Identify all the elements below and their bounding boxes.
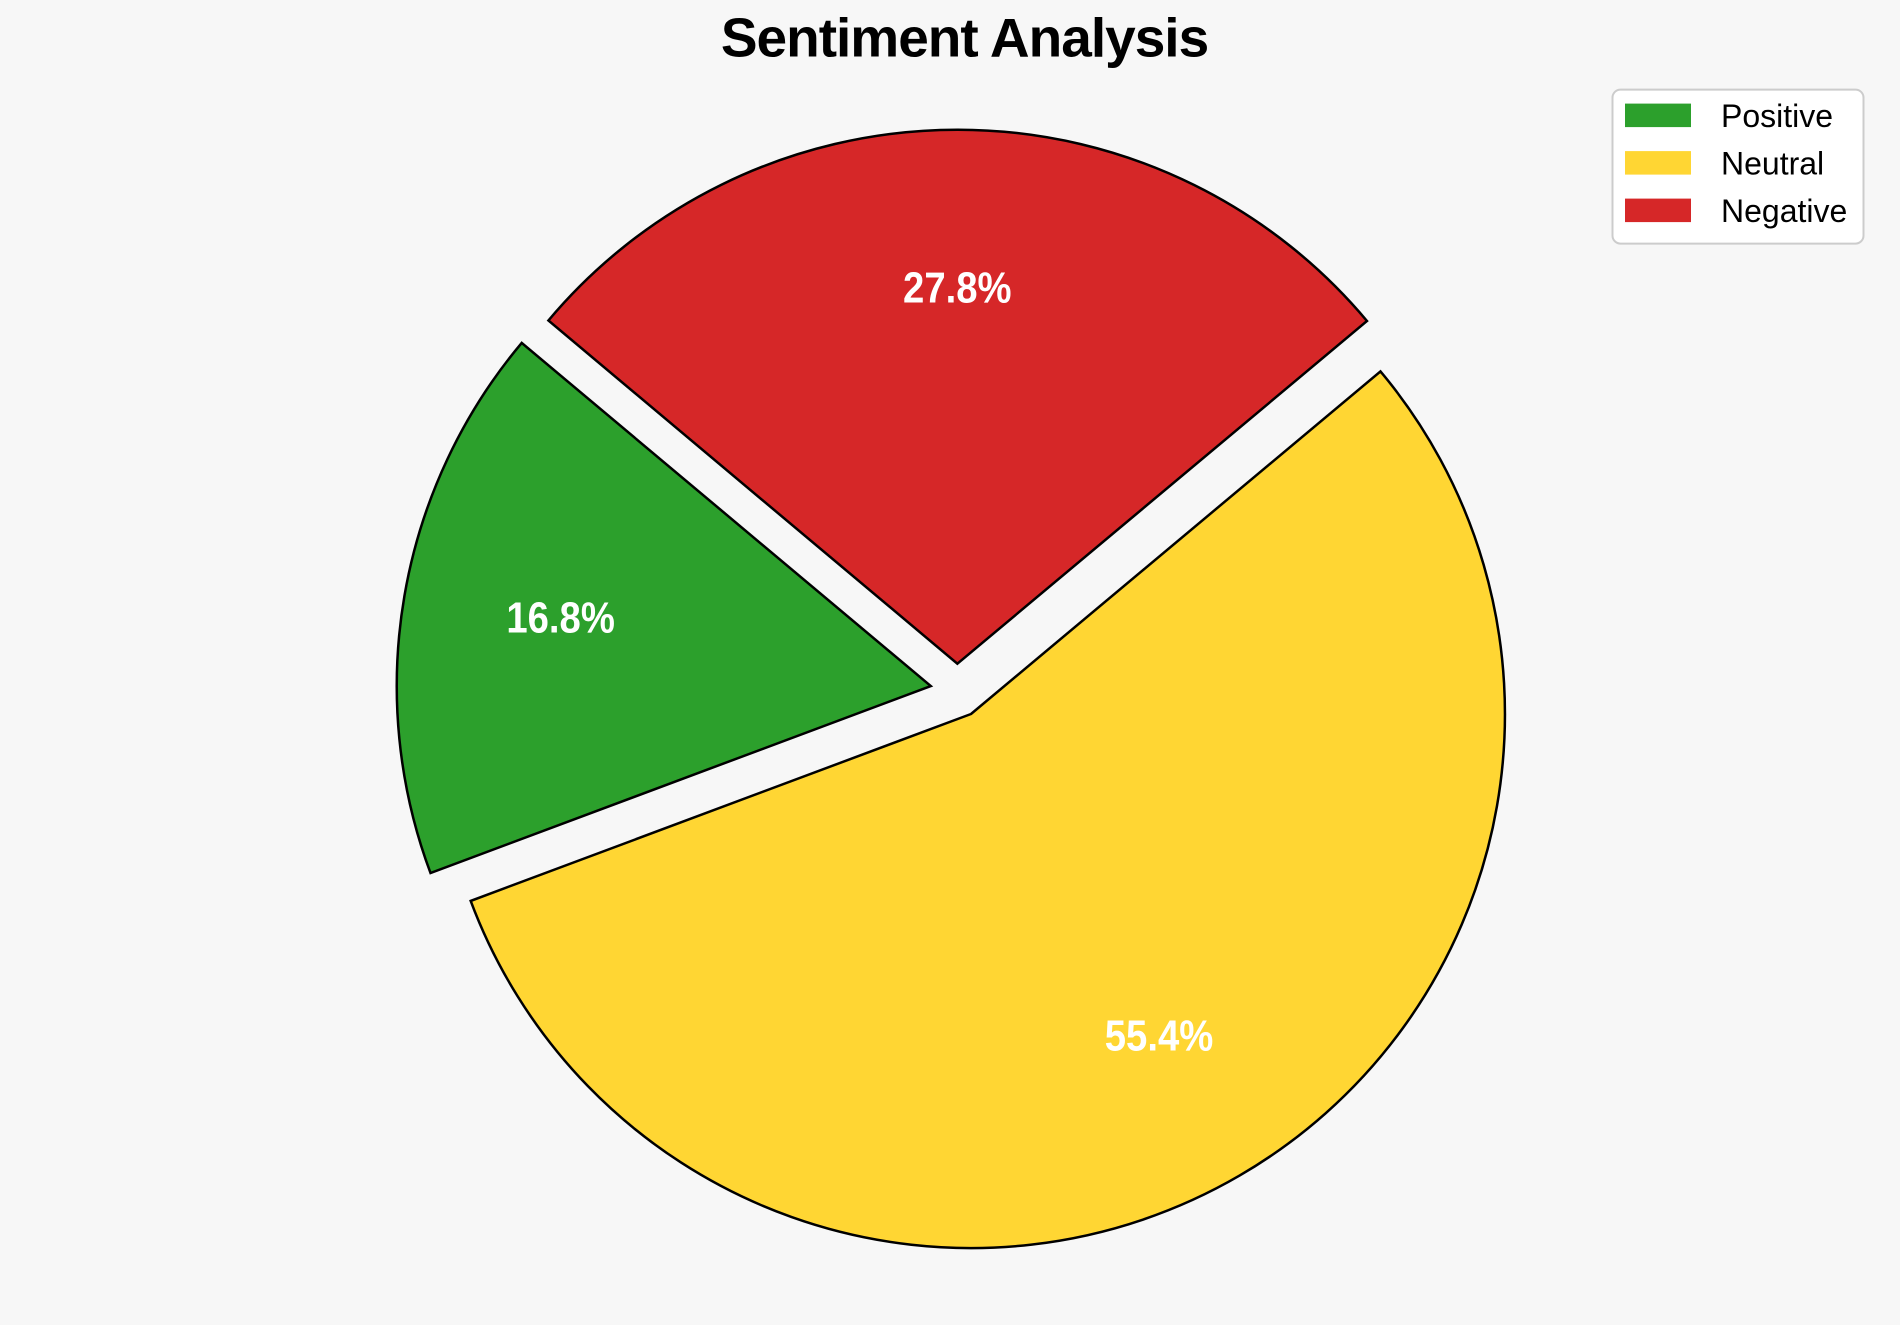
svg-text:27.8%: 27.8% (903, 263, 1011, 312)
svg-text:Negative: Negative (1721, 193, 1847, 229)
svg-text:16.8%: 16.8% (506, 593, 614, 642)
svg-text:Positive: Positive (1721, 98, 1833, 134)
svg-text:Neutral: Neutral (1721, 146, 1824, 182)
svg-text:Sentiment Analysis: Sentiment Analysis (721, 7, 1208, 69)
svg-text:55.4%: 55.4% (1105, 1011, 1213, 1060)
